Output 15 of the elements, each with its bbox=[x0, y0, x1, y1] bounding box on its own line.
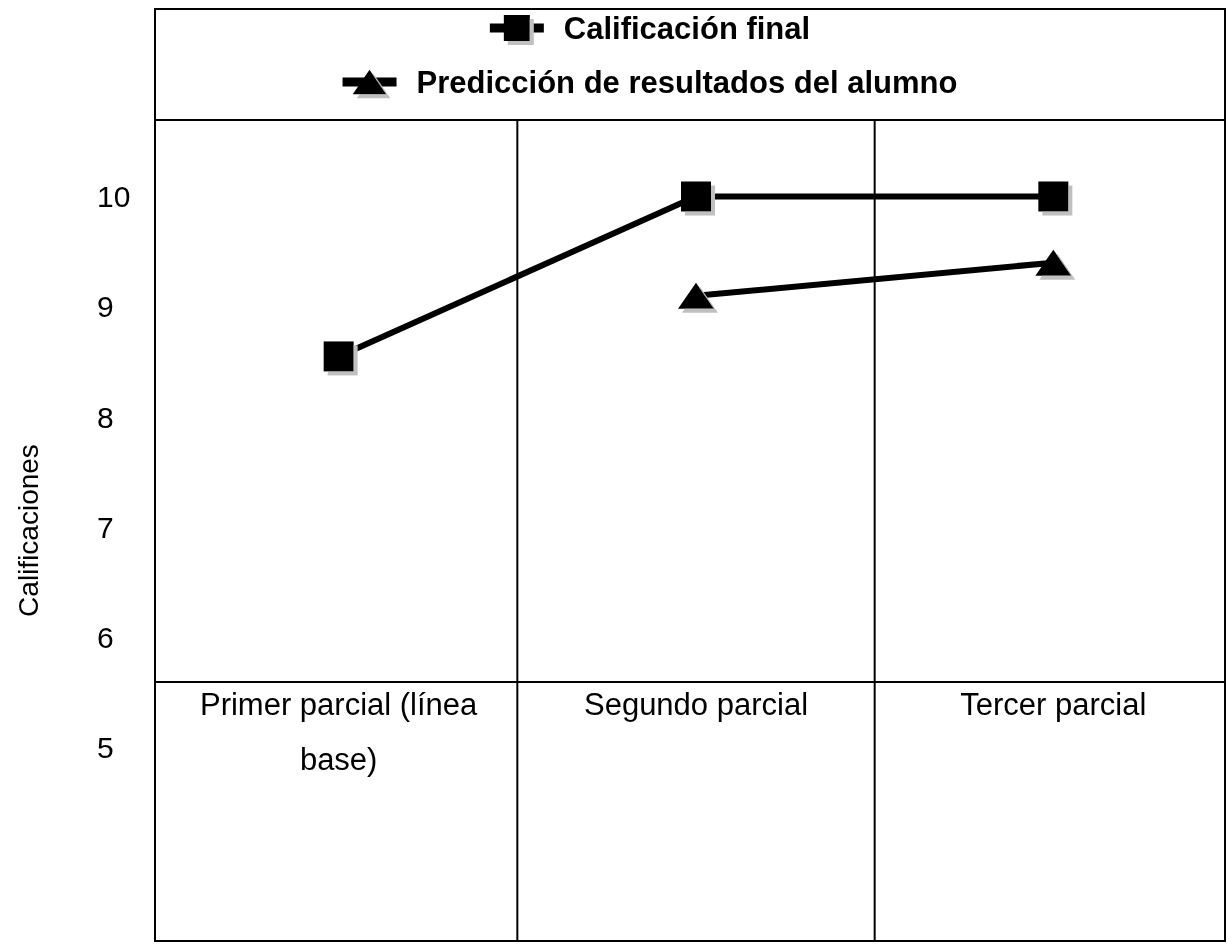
x-tick-label: Tercer parcial bbox=[960, 687, 1147, 722]
legend-label: Predicción de resultados del alumno bbox=[416, 64, 958, 100]
y-tick-label: 8 bbox=[97, 400, 114, 434]
point bbox=[681, 181, 711, 212]
legend-label: Calificación final bbox=[563, 10, 811, 46]
y-tick-label: 9 bbox=[97, 290, 114, 324]
x-tick-label: Primer parcial (línea base) bbox=[199, 687, 479, 777]
point bbox=[323, 341, 354, 372]
y-tick-label: 7 bbox=[97, 510, 114, 544]
y-axis-title: Calificaciones bbox=[13, 444, 44, 617]
point bbox=[1038, 181, 1069, 212]
y-tick-label: 10 bbox=[97, 180, 131, 213]
y-tick-label: 6 bbox=[97, 621, 114, 655]
y-tick-label: 5 bbox=[97, 731, 114, 765]
x-tick-label: Segundo parcial bbox=[583, 687, 809, 722]
